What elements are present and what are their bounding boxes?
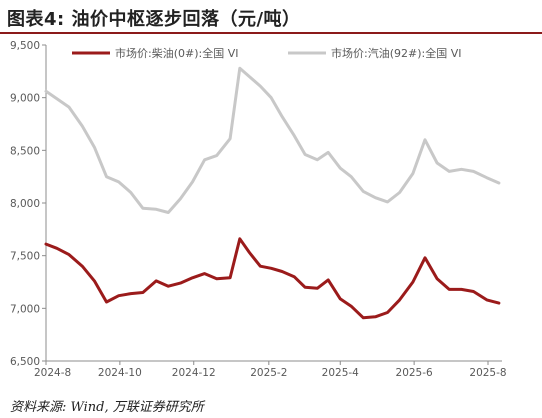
x-tick-label: 2025-6 — [396, 367, 434, 379]
legend-label: 市场价:汽油(92#):全国 VI — [331, 46, 461, 60]
legend-item-diesel: 市场价:柴油(0#):全国 VI — [72, 46, 238, 60]
series-layer — [44, 66, 501, 320]
x-tick-label: 2025-2 — [250, 367, 287, 379]
oil-price-line-chart: 市场价:柴油(0#):全国 VI 市场价:汽油(92#):全国 VI 6,500 7… — [10, 40, 507, 379]
y-tick-label: 8,500 — [10, 145, 40, 157]
x-tick-label: 2024-10 — [98, 367, 142, 379]
y-axis: 6,500 7,000 7,500 8,000 8,500 9,000 9,500 — [10, 40, 47, 368]
series-line-gasoline — [44, 66, 501, 214]
x-tick-label: 2024-8 — [34, 367, 71, 379]
y-tick-label: 9,500 — [10, 40, 40, 52]
y-tick-label: 8,000 — [10, 198, 40, 210]
legend-label: 市场价:柴油(0#):全国 VI — [115, 46, 238, 60]
figure-header: 图表4: 油价中枢逐步回落（元/吨） — [0, 0, 542, 34]
chart-legend: 市场价:柴油(0#):全国 VI 市场价:汽油(92#):全国 VI — [72, 46, 461, 60]
x-axis: 2024-8 2024-10 2024-12 2025-2 2025-4 2025-6 20… — [34, 360, 507, 379]
x-tick-label: 2025-8 — [469, 367, 506, 379]
y-tick-label: 7,500 — [10, 251, 40, 263]
legend-item-gasoline: 市场价:汽油(92#):全国 VI — [288, 46, 461, 60]
y-tick-label: 6,500 — [10, 356, 40, 368]
x-tick-label: 2024-12 — [172, 367, 216, 379]
figure-source: 资料来源: Wind, 万联证券研究所 — [10, 400, 204, 415]
y-tick-label: 9,000 — [10, 93, 40, 105]
figure-title: 图表4: 油价中枢逐步回落（元/吨） — [7, 9, 301, 30]
x-tick-label: 2025-4 — [322, 367, 360, 379]
series-line-diesel — [44, 237, 501, 320]
y-tick-label: 7,000 — [10, 303, 40, 315]
